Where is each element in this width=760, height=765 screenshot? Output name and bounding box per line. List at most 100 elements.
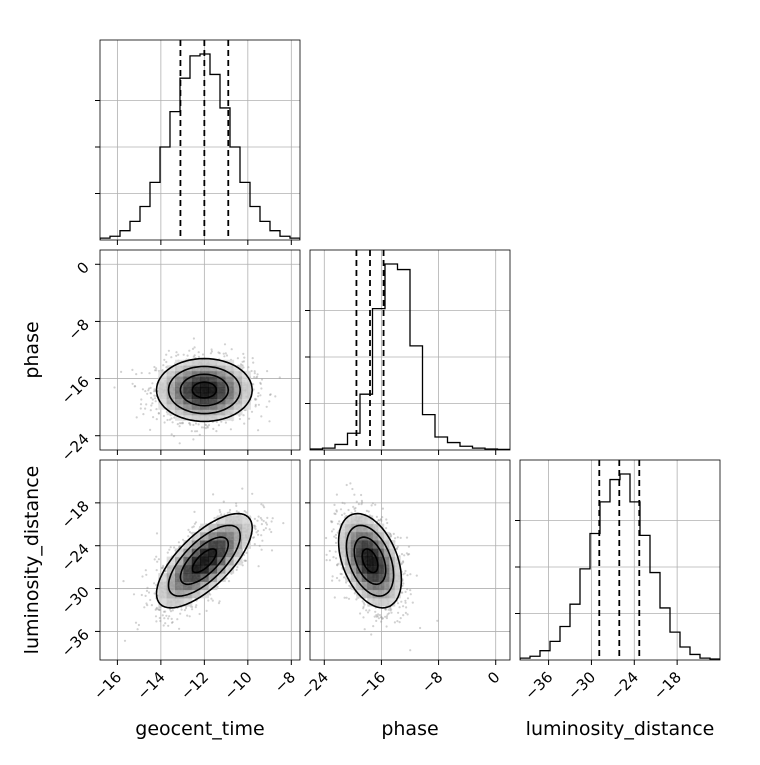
density-cell [166, 381, 176, 388]
density-cell [350, 573, 357, 582]
sample-point [180, 608, 183, 611]
sample-point [239, 363, 242, 366]
sample-point [186, 354, 189, 357]
contour-line [167, 524, 242, 597]
sample-point [193, 354, 196, 357]
sample-point [145, 602, 148, 605]
sample-point [389, 535, 392, 538]
sample-point [162, 414, 165, 418]
density-cell [233, 398, 243, 405]
sample-point [384, 615, 387, 618]
sample-point [334, 550, 337, 553]
sample-point [271, 517, 274, 520]
sample-point [409, 589, 412, 592]
sample-point [250, 410, 254, 413]
sample-point [158, 608, 161, 611]
sample-point [330, 520, 333, 523]
sample-point [265, 523, 269, 526]
sample-point [337, 562, 340, 566]
sample-point [332, 528, 335, 531]
sample-point [399, 536, 402, 540]
x-tick-label: −10 [221, 668, 256, 703]
density-cell [208, 564, 218, 574]
sample-point [360, 499, 363, 502]
density-cell [216, 540, 226, 549]
sample-point [165, 360, 168, 364]
sample-point [207, 424, 211, 427]
density-cell [225, 409, 235, 416]
sample-point [261, 539, 264, 542]
density-cell [389, 597, 396, 607]
sample-point [226, 511, 229, 514]
sample-point [164, 569, 167, 573]
sample-point [335, 510, 338, 513]
density-cell [208, 376, 218, 383]
sample-point [155, 408, 158, 411]
sample-point [144, 407, 147, 410]
sample-point [157, 412, 160, 415]
density-cell [175, 414, 184, 421]
sample-point [250, 369, 253, 373]
density-cell [367, 564, 374, 574]
density-cell [378, 589, 385, 599]
sample-point [217, 602, 221, 605]
sample-point [222, 352, 225, 355]
sample-point [225, 577, 228, 580]
sample-point [328, 559, 331, 562]
density-cell [183, 359, 193, 366]
sample-point [359, 612, 362, 615]
x-tick-label: −24 [297, 668, 332, 703]
sample-point [254, 403, 257, 406]
sample-point [375, 515, 378, 519]
density-cell [367, 540, 374, 549]
sample-point [331, 520, 334, 523]
sample-point [168, 548, 171, 551]
sample-point [333, 512, 336, 515]
sample-point [349, 482, 352, 485]
density-cell [208, 387, 218, 394]
sample-point [187, 535, 190, 538]
sample-point [402, 605, 405, 608]
sample-point [254, 405, 257, 408]
sample-point [377, 617, 380, 620]
sample-point [155, 555, 158, 558]
sample-point [385, 615, 388, 618]
sample-point [149, 386, 152, 389]
sample-point [357, 503, 360, 506]
sample-point [355, 598, 358, 601]
x-tick-label: −12 [177, 668, 212, 703]
sample-point [165, 614, 168, 617]
sample-point [253, 526, 256, 529]
density-cell [191, 531, 201, 541]
density-cell [350, 540, 357, 549]
sample-point [195, 430, 199, 433]
sample-point [378, 614, 382, 617]
sample-point [254, 398, 257, 401]
panel-frame [309, 459, 511, 661]
density-cell [183, 564, 193, 574]
sample-point [341, 501, 344, 504]
density-cell [158, 573, 168, 582]
density-cell [216, 392, 226, 399]
sample-point [212, 493, 215, 496]
sample-point [235, 502, 238, 505]
density-cell [233, 392, 243, 399]
density-cell [225, 531, 235, 541]
sample-point [171, 609, 174, 612]
sample-point [150, 604, 153, 607]
density-cell [158, 403, 168, 410]
contour-line [191, 548, 218, 574]
sample-point [225, 354, 229, 357]
contour-line [155, 357, 254, 423]
sample-point [404, 611, 407, 615]
density-cell [183, 597, 193, 607]
density-cell [339, 523, 346, 533]
sample-point [328, 549, 331, 553]
density-cell [175, 398, 184, 405]
sample-point [131, 368, 134, 371]
density-cell [200, 556, 210, 566]
sample-point [120, 370, 123, 373]
sample-point [334, 533, 338, 537]
density-cell [383, 556, 390, 566]
sample-point [402, 561, 405, 564]
